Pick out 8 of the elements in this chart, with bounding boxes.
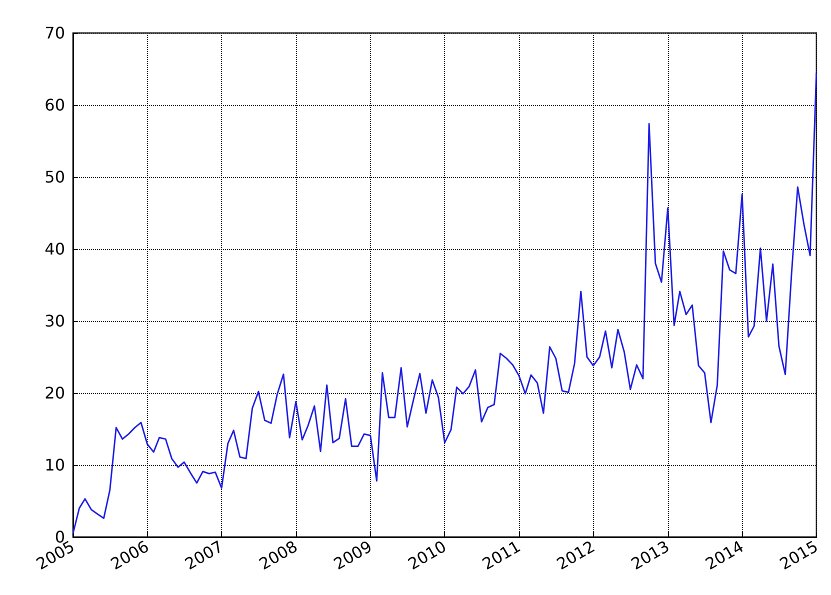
y-tick-label: 40 <box>44 240 65 258</box>
y-tick-label: 50 <box>44 168 65 186</box>
y-tick-label: 10 <box>44 456 65 474</box>
line-series <box>72 72 818 534</box>
y-tick-label: 60 <box>44 96 65 114</box>
y-tick-label: 30 <box>44 312 65 330</box>
y-tick-label: 20 <box>44 384 65 402</box>
y-tick-label: 70 <box>44 24 65 42</box>
